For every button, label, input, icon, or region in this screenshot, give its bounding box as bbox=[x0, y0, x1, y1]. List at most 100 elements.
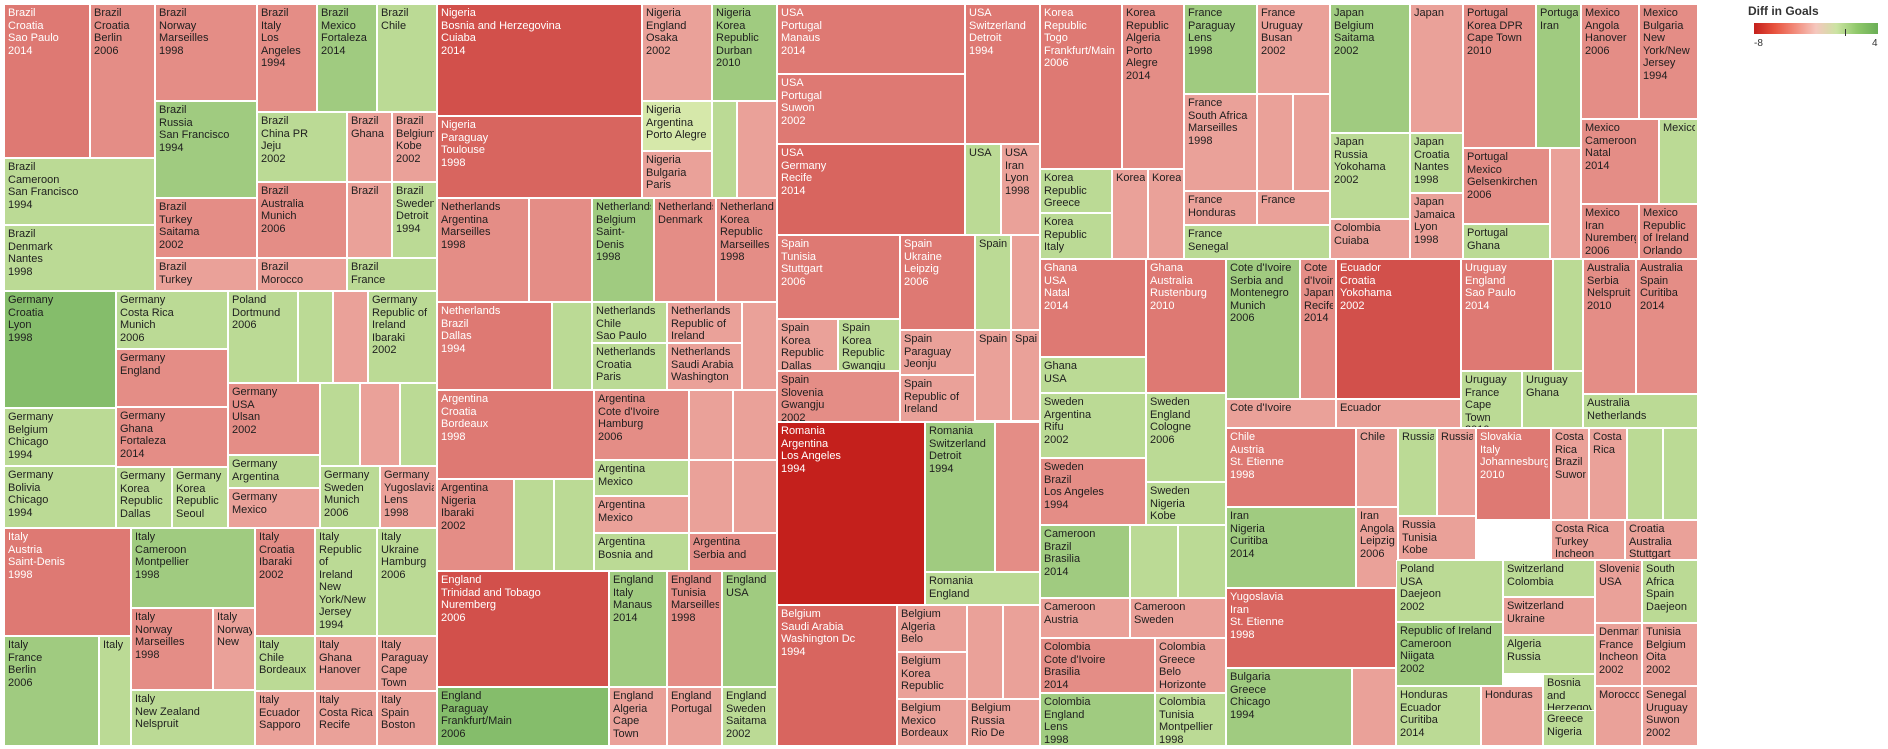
treemap-cell[interactable]: Brazil Denmark Nantes 1998 bbox=[4, 225, 155, 291]
treemap-cell[interactable]: Korea bbox=[1112, 169, 1148, 259]
treemap-cell[interactable]: Australia Spain Curitiba 2014 bbox=[1636, 259, 1698, 394]
treemap-cell[interactable]: Iran Nigeria Curitiba 2014 bbox=[1226, 507, 1356, 588]
treemap-cell[interactable]: Belgium Korea Republic bbox=[897, 652, 967, 699]
treemap-cell[interactable]: Brazil Russia San Francisco 1994 bbox=[155, 101, 257, 198]
treemap-cell[interactable]: Chile Austria St. Etienne 1998 bbox=[1226, 428, 1356, 507]
treemap-cell[interactable]: Italy Ghana Hanover bbox=[315, 636, 377, 691]
treemap-cell[interactable]: USA Germany Recife 2014 bbox=[777, 144, 965, 235]
treemap-cell[interactable]: USA Switzerland Detroit 1994 bbox=[965, 4, 1040, 144]
treemap-cell[interactable]: Netherlands Chile Sao Paulo bbox=[592, 302, 667, 343]
treemap-cell[interactable]: Brazil Belgium Kobe 2002 bbox=[392, 112, 437, 182]
treemap-cell[interactable]: Switzerland Ukraine bbox=[1503, 597, 1595, 635]
treemap-cell[interactable]: Brazil France bbox=[347, 258, 437, 291]
treemap-cell[interactable]: Brazil Italy Los Angeles 1994 bbox=[257, 4, 317, 112]
treemap-cell[interactable]: Netherlands Korea Republic Marseilles 19… bbox=[716, 198, 777, 302]
treemap-cell[interactable]: Germany Belgium Chicago 1994 bbox=[4, 408, 116, 466]
treemap-cell[interactable]: Italy Ukraine Hamburg 2006 bbox=[377, 528, 437, 636]
treemap-cell[interactable]: Netherlands Brazil Dallas 1994 bbox=[437, 302, 552, 390]
treemap-cell[interactable]: Italy Costa Rica Recife bbox=[315, 691, 377, 746]
treemap-cell[interactable] bbox=[320, 383, 360, 466]
treemap-cell[interactable]: Germany Sweden Munich 2006 bbox=[320, 466, 380, 528]
treemap-cell[interactable]: England Paraguay Frankfurt/Main 2006 bbox=[437, 687, 609, 746]
treemap-cell[interactable]: Germany England bbox=[116, 349, 228, 407]
treemap-cell[interactable]: Germany Bolivia Chicago 1994 bbox=[4, 466, 116, 528]
treemap-cell[interactable]: Brazil Australia Munich 2006 bbox=[257, 182, 347, 258]
treemap-cell[interactable]: Italy Austria Saint-Denis 1998 bbox=[4, 528, 131, 636]
treemap-cell[interactable]: Iran Angola Leipzig 2006 bbox=[1356, 507, 1398, 588]
treemap-cell[interactable]: Brazil Turkey Saitama 2002 bbox=[155, 198, 257, 258]
treemap-cell[interactable] bbox=[995, 422, 1040, 572]
treemap-cell[interactable]: Nigeria Bulgaria Paris bbox=[642, 151, 712, 198]
treemap-cell[interactable] bbox=[1352, 668, 1396, 746]
treemap-cell[interactable]: Brazil Cameroon San Francisco 1994 bbox=[4, 158, 155, 225]
treemap-cell[interactable]: Spain Tunisia Stuttgart 2006 bbox=[777, 235, 900, 319]
treemap-cell[interactable]: Germany Argentina bbox=[228, 455, 320, 488]
treemap-cell[interactable]: Nigeria Bosnia and Herzegovina Cuiaba 20… bbox=[437, 4, 642, 116]
treemap-cell[interactable]: Cameroon Brazil Brasilia 2014 bbox=[1040, 525, 1130, 598]
treemap-cell[interactable] bbox=[1663, 428, 1698, 520]
treemap-cell[interactable]: Argentina Mexico bbox=[594, 460, 689, 496]
treemap-cell[interactable]: Spain bbox=[975, 235, 1011, 330]
treemap-cell[interactable] bbox=[1003, 605, 1040, 699]
treemap-cell[interactable]: Russia Tunisia Kobe bbox=[1398, 516, 1476, 560]
treemap-cell[interactable]: Honduras bbox=[1481, 686, 1543, 746]
treemap-cell[interactable]: Colombia Cote d'Ivoire Brasilia 2014 bbox=[1040, 638, 1155, 693]
treemap-cell[interactable]: Romania England bbox=[925, 572, 1040, 605]
treemap-cell[interactable]: Italy Norway Marseilles 1998 bbox=[131, 608, 213, 690]
treemap-cell[interactable]: Italy Spain Boston bbox=[377, 691, 437, 746]
treemap-cell[interactable]: Slovakia Italy Johannesburg 2010 bbox=[1476, 428, 1551, 520]
treemap-cell[interactable]: Romania Switzerland Detroit 1994 bbox=[925, 422, 995, 572]
treemap-cell[interactable]: Spain bbox=[1011, 330, 1040, 421]
treemap-cell[interactable] bbox=[514, 479, 554, 571]
treemap-cell[interactable]: Spain Ukraine Leipzig 2006 bbox=[900, 235, 975, 330]
treemap-cell[interactable]: Italy Norway New bbox=[213, 608, 255, 690]
treemap-cell[interactable]: Italy Croatia Ibaraki 2002 bbox=[255, 528, 315, 636]
treemap-cell[interactable]: Brazil China PR Jeju 2002 bbox=[257, 112, 347, 182]
treemap-cell[interactable]: Netherlands Argentina Marseilles 1998 bbox=[437, 198, 529, 302]
treemap-cell[interactable]: Netherlands Saudi Arabia Washington bbox=[667, 343, 742, 390]
treemap-cell[interactable]: Ghana USA bbox=[1040, 357, 1146, 393]
treemap-cell[interactable]: Brazil Norway Marseilles 1998 bbox=[155, 4, 257, 101]
treemap-cell[interactable]: Japan bbox=[1410, 4, 1463, 133]
treemap-cell[interactable]: Germany Croatia Lyon 1998 bbox=[4, 291, 116, 408]
treemap-cell[interactable]: Italy bbox=[99, 636, 131, 746]
treemap-cell[interactable]: Argentina Bosnia and bbox=[594, 533, 689, 571]
treemap-cell[interactable]: Spain Slovenia Gwangju 2002 bbox=[777, 371, 900, 422]
treemap-cell[interactable]: Romania Argentina Los Angeles 1994 bbox=[777, 422, 925, 605]
treemap-cell[interactable]: Ecuador Croatia Yokohama 2002 bbox=[1336, 259, 1461, 399]
treemap-cell[interactable]: England Tunisia Marseilles 1998 bbox=[667, 571, 722, 687]
treemap-cell[interactable]: Germany Republic of Ireland Ibaraki 2002 bbox=[368, 291, 437, 383]
treemap-cell[interactable] bbox=[552, 302, 592, 390]
treemap-cell[interactable]: Mexico Bulgaria New York/New Jersey 1994 bbox=[1639, 4, 1698, 119]
treemap-cell[interactable]: Germany Korea Republic Dallas bbox=[116, 467, 172, 528]
treemap-cell[interactable] bbox=[1130, 525, 1178, 598]
treemap-cell[interactable] bbox=[298, 291, 333, 383]
treemap-cell[interactable]: Mexico Republic of Ireland Orlando bbox=[1639, 204, 1698, 259]
treemap-cell[interactable]: USA Portugal Suwon 2002 bbox=[777, 74, 965, 144]
treemap-cell[interactable] bbox=[1627, 428, 1663, 520]
treemap-cell[interactable]: Sweden Brazil Los Angeles 1994 bbox=[1040, 458, 1146, 525]
treemap-cell[interactable] bbox=[1293, 94, 1330, 191]
treemap-cell[interactable]: Belgium Russia Rio De bbox=[967, 699, 1040, 746]
treemap-cell[interactable]: Slovenia USA bbox=[1595, 560, 1642, 623]
treemap-cell[interactable]: Yugoslavia Iran St. Etienne 1998 bbox=[1226, 588, 1396, 668]
treemap-cell[interactable]: Colombia Tunisia Montpellier 1998 bbox=[1155, 693, 1226, 746]
treemap-cell[interactable] bbox=[967, 605, 1003, 699]
treemap-cell[interactable]: Italy Republic of Ireland New York/New J… bbox=[315, 528, 377, 636]
treemap-cell[interactable]: Brazil Mexico Fortaleza 2014 bbox=[317, 4, 377, 112]
treemap-cell[interactable]: Mexico bbox=[1659, 119, 1698, 204]
treemap-cell[interactable]: Italy Cameroon Montpellier 1998 bbox=[131, 528, 255, 608]
treemap-cell[interactable]: Brazil Turkey bbox=[155, 258, 257, 291]
treemap-cell[interactable]: Portugal Korea DPR Cape Town 2010 bbox=[1463, 4, 1536, 148]
treemap-cell[interactable]: Brazil Ghana bbox=[347, 112, 392, 182]
treemap-cell[interactable]: South Africa Spain Daejeon bbox=[1642, 560, 1698, 623]
treemap-cell[interactable] bbox=[1011, 235, 1040, 330]
treemap-cell[interactable] bbox=[1257, 94, 1293, 191]
treemap-cell[interactable]: Nigeria Korea Republic Durban 2010 bbox=[712, 4, 777, 101]
treemap-cell[interactable]: Russia bbox=[1398, 428, 1437, 516]
treemap-cell[interactable]: Cote d'Ivoire Serbia and Montenegro Muni… bbox=[1226, 259, 1300, 399]
treemap-cell[interactable] bbox=[742, 302, 777, 390]
treemap-cell[interactable]: England Algeria Cape Town bbox=[609, 687, 667, 746]
treemap-cell[interactable]: Sweden England Cologne 2006 bbox=[1146, 393, 1226, 482]
treemap-cell[interactable]: Ghana Australia Rustenburg 2010 bbox=[1146, 259, 1226, 393]
